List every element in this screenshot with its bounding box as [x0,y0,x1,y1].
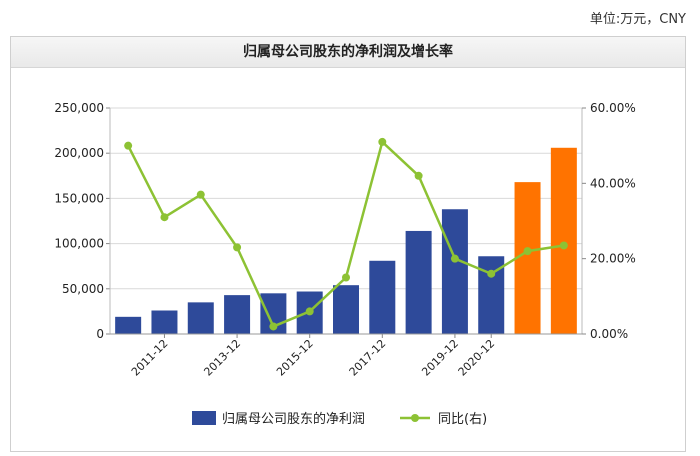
y-left-tick-label: 150,000 [54,191,104,205]
bar[interactable] [405,230,432,334]
growth-point[interactable] [414,171,423,180]
axes: 0 50,000 100,000 150,000 200,000 250,000 0.00%… [54,101,635,379]
legend-label-bar[interactable]: 归属母公司股东的净利润 [222,411,365,427]
bar[interactable] [151,310,178,334]
x-tick-label: 2015-12 [274,337,316,379]
growth-point[interactable] [559,241,568,250]
y-right-tick-label: 40.00% [590,176,636,190]
y-left-tick-label: 250,000 [54,101,104,115]
y-left-tick-label: 0 [96,327,104,341]
x-tick-label: 2019-12 [419,337,461,379]
growth-point[interactable] [196,190,205,199]
x-tick-label: 2017-12 [347,337,389,379]
x-tick-label: 2011-12 [129,337,171,379]
bar[interactable] [441,209,468,334]
legend-line-marker [411,414,419,422]
legend: 归属母公司股东的净利润 同比(右) [192,411,487,427]
y-right-tick-label: 0.00% [590,327,628,341]
unit-label: 单位:万元，CNY [589,12,686,27]
growth-point[interactable] [342,273,350,282]
bar[interactable] [514,182,541,334]
bar-series [115,147,577,334]
growth-point[interactable] [450,254,459,263]
growth-point[interactable] [523,247,532,256]
bar[interactable] [333,285,359,334]
y-left-tick-label: 100,000 [54,237,104,251]
growth-point[interactable] [378,137,387,146]
growth-point[interactable] [305,307,314,316]
growth-point[interactable] [160,213,169,222]
growth-point[interactable] [487,269,496,278]
legend-label-line[interactable]: 同比(右) [438,412,487,427]
y-left-tick-label: 200,000 [54,146,104,160]
x-tick-label: 2013-12 [202,337,244,379]
chart-title: 归属母公司股东的净利润及增长率 [11,37,685,68]
bar[interactable] [550,147,577,334]
growth-point[interactable] [124,141,133,150]
x-tick-label: 2020-12 [456,337,498,379]
growth-point[interactable] [269,322,278,331]
line-series [124,137,568,331]
bar[interactable] [369,260,396,334]
y-right-tick-label: 20.00% [590,252,636,266]
growth-point[interactable] [233,243,242,252]
y-right-tick-label: 60.00% [590,101,636,115]
bar[interactable] [224,295,251,334]
bar[interactable] [187,302,214,334]
bar[interactable] [115,316,142,334]
legend-bar-swatch [192,411,216,425]
y-left-tick-label: 50,000 [62,282,104,296]
